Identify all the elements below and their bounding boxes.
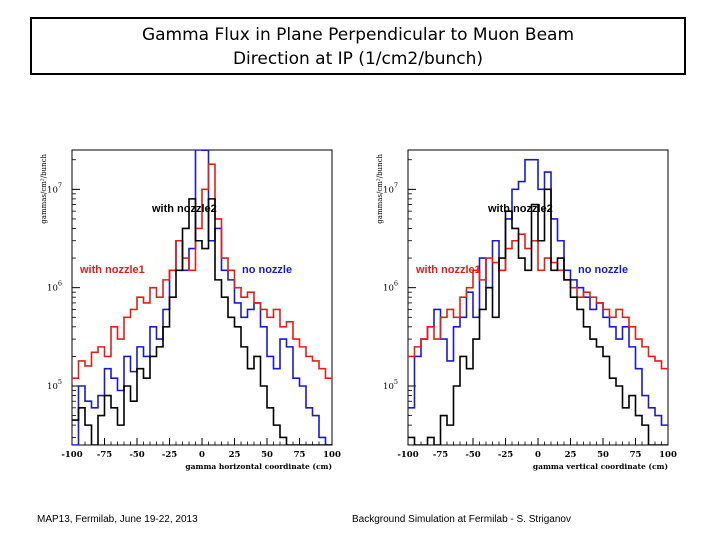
series-no-nozzle — [408, 158, 668, 426]
x-tick-label: 100 — [323, 450, 341, 460]
x-tick-label: -25 — [498, 450, 513, 460]
x-tick-label: 75 — [630, 450, 642, 460]
y-axis-title: gammas/cm²/bunch — [376, 154, 384, 224]
footer-right: Background Simulation at Fermilab - S. S… — [352, 514, 571, 525]
series-with-nozzle1 — [408, 233, 668, 370]
series-with-nozzle2 — [408, 188, 668, 445]
x-axis-title: gamma vertical coordinate (cm) — [533, 462, 668, 471]
x-tick-label: 25 — [229, 450, 241, 460]
x-tick-label: -100 — [397, 450, 418, 460]
x-tick-label: -50 — [465, 450, 480, 460]
x-tick-label: -25 — [162, 450, 177, 460]
y-tick-label: 106 — [47, 280, 62, 294]
label-nozzle1: with nozzle1 — [79, 264, 145, 276]
label-nozzle1: with nozzle1 — [415, 264, 481, 276]
y-tick-label: 107 — [47, 181, 62, 195]
x-tick-label: -75 — [97, 450, 112, 460]
y-tick-label: 105 — [383, 378, 398, 392]
slide-title-line-2: Direction at IP (1/cm2/bunch) — [232, 49, 484, 69]
series-group — [408, 158, 668, 445]
x-tick-label: -50 — [129, 450, 144, 460]
slide-title-line-1: Gamma Flux in Plane Perpendicular to Muo… — [141, 25, 575, 45]
x-tick-label: 25 — [565, 450, 577, 460]
y-axis-title: gammas/cm²/bunch — [40, 154, 48, 224]
x-tick-label: 100 — [659, 450, 677, 460]
x-tick-label: -100 — [61, 450, 82, 460]
x-tick-label: -75 — [433, 450, 448, 460]
y-tick-label: 107 — [383, 181, 398, 195]
series-with-nozzle1 — [72, 163, 332, 380]
label-nonozzle: no nozzle — [242, 264, 292, 276]
label-nonozzle: no nozzle — [578, 264, 628, 276]
y-tick-label: 106 — [383, 280, 398, 294]
series-no-nozzle — [72, 150, 332, 445]
y-tick-label: 105 — [47, 378, 62, 392]
y-tick-exponent: 6 — [58, 280, 62, 288]
y-tick-exponent: 7 — [394, 181, 398, 189]
footer-left: MAP13, Fermilab, June 19-22, 2013 — [37, 514, 198, 525]
y-tick-exponent: 7 — [58, 181, 62, 189]
x-tick-label: 0 — [535, 450, 541, 460]
x-tick-label: 50 — [261, 450, 273, 460]
label-nozzle2: with nozzle2 — [487, 203, 553, 215]
y-tick-exponent: 5 — [394, 378, 398, 386]
x-tick-label: 0 — [199, 450, 205, 460]
x-tick-label: 50 — [597, 450, 609, 460]
x-tick-label: 75 — [294, 450, 306, 460]
series-with-nozzle2 — [72, 198, 332, 445]
x-axis-title: gamma horizontal coordinate (cm) — [185, 462, 332, 471]
title-box: Gamma Flux in Plane Perpendicular to Muo… — [30, 17, 686, 75]
y-tick-exponent: 5 — [58, 378, 62, 386]
series-group — [72, 150, 332, 445]
y-tick-exponent: 6 — [394, 280, 398, 288]
label-nozzle2: with nozzle2 — [151, 203, 217, 215]
